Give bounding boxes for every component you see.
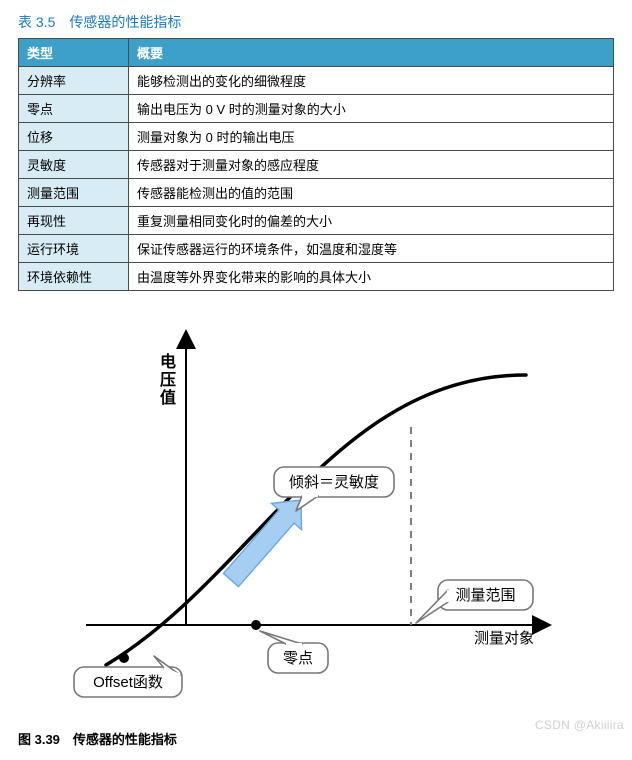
svg-text:倾斜＝灵敏度: 倾斜＝灵敏度 xyxy=(289,474,379,491)
cell-summary: 能够检测出的变化的细微程度 xyxy=(129,67,614,95)
sensor-chart: 电压值测量对象 倾斜＝灵敏度测量范围零点 Offset函数 xyxy=(18,315,614,715)
cell-type: 位移 xyxy=(19,123,129,151)
cell-type: 运行环境 xyxy=(19,235,129,263)
table-row: 环境依赖性由温度等外界变化带来的影响的具体大小 xyxy=(19,263,614,291)
watermark: CSDN @Akiiiira xyxy=(535,718,624,732)
cell-summary: 重复测量相同变化时的偏差的大小 xyxy=(129,207,614,235)
svg-text:值: 值 xyxy=(160,388,176,407)
cell-summary: 由温度等外界变化带来的影响的具体大小 xyxy=(129,263,614,291)
table-row: 分辨率能够检测出的变化的细微程度 xyxy=(19,67,614,95)
svg-text:测量范围: 测量范围 xyxy=(455,587,515,604)
cell-type: 测量范围 xyxy=(19,179,129,207)
table-title: 表 3.5 传感器的性能指标 xyxy=(18,12,614,32)
svg-text:电: 电 xyxy=(160,352,176,371)
svg-text:Offset函数: Offset函数 xyxy=(93,674,163,691)
col-header-summary: 概要 xyxy=(129,39,614,67)
table-row: 测量范围传感器能检测出的值的范围 xyxy=(19,179,614,207)
cell-type: 灵敏度 xyxy=(19,151,129,179)
cell-summary: 传感器对于测量对象的感应程度 xyxy=(129,151,614,179)
svg-text:零点: 零点 xyxy=(283,650,313,667)
cell-type: 环境依赖性 xyxy=(19,263,129,291)
cell-summary: 保证传感器运行的环境条件，如温度和湿度等 xyxy=(129,235,614,263)
figure-caption: 图 3.39 传感器的性能指标 xyxy=(18,729,614,748)
cell-type: 分辨率 xyxy=(19,67,129,95)
table-row: 再现性重复测量相同变化时的偏差的大小 xyxy=(19,207,614,235)
svg-text:测量对象: 测量对象 xyxy=(474,630,534,647)
col-header-type: 类型 xyxy=(19,39,129,67)
table-row: 零点输出电压为 0 V 时的测量对象的大小 xyxy=(19,95,614,123)
cell-summary: 传感器能检测出的值的范围 xyxy=(129,179,614,207)
cell-summary: 测量对象为 0 时的输出电压 xyxy=(129,123,614,151)
sensor-spec-table: 类型 概要 分辨率能够检测出的变化的细微程度 零点输出电压为 0 V 时的测量对… xyxy=(18,38,614,291)
cell-type: 再现性 xyxy=(19,207,129,235)
table-row: 位移测量对象为 0 时的输出电压 xyxy=(19,123,614,151)
svg-text:压: 压 xyxy=(160,371,176,389)
table-row: 运行环境保证传感器运行的环境条件，如温度和湿度等 xyxy=(19,235,614,263)
cell-summary: 输出电压为 0 V 时的测量对象的大小 xyxy=(129,95,614,123)
cell-type: 零点 xyxy=(19,95,129,123)
table-header-row: 类型 概要 xyxy=(19,39,614,67)
table-row: 灵敏度传感器对于测量对象的感应程度 xyxy=(19,151,614,179)
